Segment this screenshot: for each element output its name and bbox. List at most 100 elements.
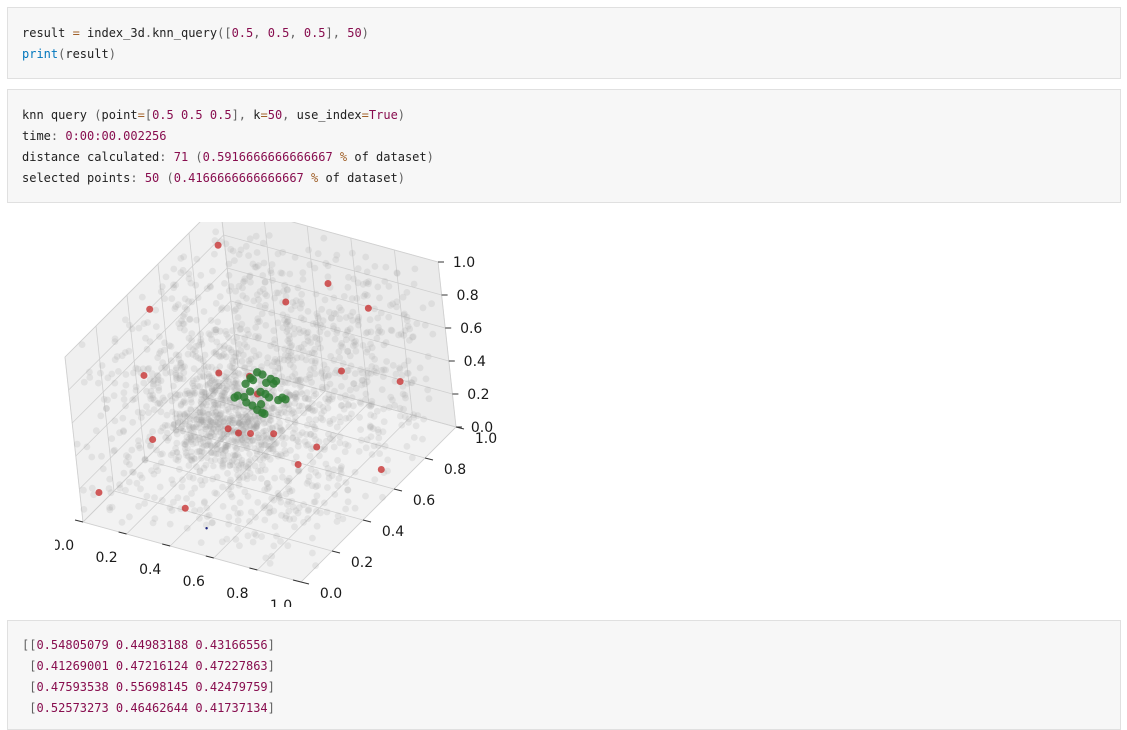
dataset-point xyxy=(113,353,121,360)
dataset-point xyxy=(375,428,382,436)
dataset-point xyxy=(281,281,288,289)
dataset-point xyxy=(244,424,251,431)
dataset-point xyxy=(316,328,324,336)
z-tick-label: 0.8 xyxy=(456,288,478,304)
dataset-point xyxy=(192,423,200,431)
dataset-point xyxy=(267,342,274,350)
dataset-point xyxy=(295,325,303,333)
dataset-point xyxy=(106,506,114,514)
dataset-point xyxy=(354,317,362,325)
gridline xyxy=(257,414,413,571)
dataset-point xyxy=(336,315,344,323)
dataset-point xyxy=(126,461,133,468)
dataset-point xyxy=(197,398,204,405)
dataset-point xyxy=(389,396,396,404)
dataset-point xyxy=(312,416,320,424)
dataset-point xyxy=(271,356,279,363)
dataset-point xyxy=(252,333,259,340)
dataset-point xyxy=(266,442,273,450)
dataset-point xyxy=(231,452,238,460)
dataset-point xyxy=(200,418,207,426)
dataset-point xyxy=(152,463,160,471)
dataset-point xyxy=(210,391,217,398)
dataset-point xyxy=(156,333,163,340)
dataset-point xyxy=(285,477,293,485)
dataset-point xyxy=(175,419,182,426)
dataset-point xyxy=(361,380,369,388)
dataset-point xyxy=(177,425,184,433)
dataset-point xyxy=(367,433,375,440)
dataset-point xyxy=(406,325,414,333)
dataset-point xyxy=(103,405,110,412)
dataset-point xyxy=(249,424,257,431)
dataset-point xyxy=(220,418,227,425)
dataset-point xyxy=(202,461,210,469)
dataset-point xyxy=(148,370,156,378)
dataset-point xyxy=(270,387,278,395)
dataset-point xyxy=(215,420,222,427)
dataset-point xyxy=(283,328,291,335)
gridline xyxy=(64,222,201,358)
dataset-point xyxy=(290,409,297,416)
dataset-point xyxy=(229,327,236,335)
z-tick-label: 0.4 xyxy=(464,354,486,370)
dataset-point xyxy=(187,436,194,444)
dataset-point xyxy=(253,422,260,429)
dataset-point xyxy=(232,353,240,361)
dataset-point xyxy=(210,401,217,409)
dataset-point xyxy=(237,325,245,333)
dataset-point xyxy=(349,316,356,324)
output-token: 50 xyxy=(144,171,160,185)
dataset-point xyxy=(208,425,215,433)
dataset-point xyxy=(211,456,219,463)
dataset-point xyxy=(261,278,269,286)
dataset-point xyxy=(238,459,246,466)
output-token: 0:00:00.002256 xyxy=(65,129,167,143)
dataset-point xyxy=(277,409,285,417)
dataset-point xyxy=(329,436,336,443)
dataset-point xyxy=(261,304,269,312)
dataset-point xyxy=(199,418,206,425)
dataset-point xyxy=(318,383,326,391)
dataset-point xyxy=(177,400,185,408)
dataset-point xyxy=(219,399,227,407)
dataset-point xyxy=(229,416,237,424)
distance-calculated-point xyxy=(95,489,103,496)
dataset-point xyxy=(300,501,308,509)
dataset-point xyxy=(286,361,294,368)
code-token: ([ xyxy=(217,26,232,40)
dataset-point xyxy=(208,519,216,527)
dataset-point xyxy=(161,364,169,371)
dataset-point xyxy=(243,475,251,483)
dataset-point xyxy=(178,365,185,372)
dataset-point xyxy=(271,474,279,482)
dataset-point xyxy=(189,346,197,353)
dataset-point xyxy=(193,421,201,428)
dataset-point xyxy=(189,351,197,358)
dataset-point xyxy=(167,369,174,376)
dataset-point xyxy=(218,391,226,398)
dataset-point xyxy=(273,358,281,366)
dataset-point xyxy=(221,446,229,454)
dataset-point xyxy=(330,466,338,474)
dataset-point xyxy=(344,283,352,291)
dataset-point xyxy=(78,341,86,348)
dataset-point xyxy=(371,355,378,363)
dataset-point xyxy=(411,265,419,273)
dataset-point xyxy=(341,448,349,456)
dataset-point xyxy=(265,446,272,453)
dataset-point xyxy=(211,379,219,387)
dataset-point xyxy=(229,247,237,255)
dataset-point xyxy=(309,420,316,428)
dataset-point xyxy=(379,493,386,501)
dataset-point xyxy=(407,379,415,386)
dataset-point xyxy=(195,341,203,349)
dataset-point xyxy=(285,375,292,383)
dataset-point xyxy=(247,278,254,286)
dataset-point xyxy=(138,409,146,417)
dataset-point xyxy=(240,433,248,441)
dataset-point xyxy=(279,426,286,434)
code-cell[interactable]: result = index_3d.knn_query([0.5, 0.5, 0… xyxy=(7,7,1121,79)
dataset-point xyxy=(233,383,241,390)
dataset-point xyxy=(231,452,238,459)
